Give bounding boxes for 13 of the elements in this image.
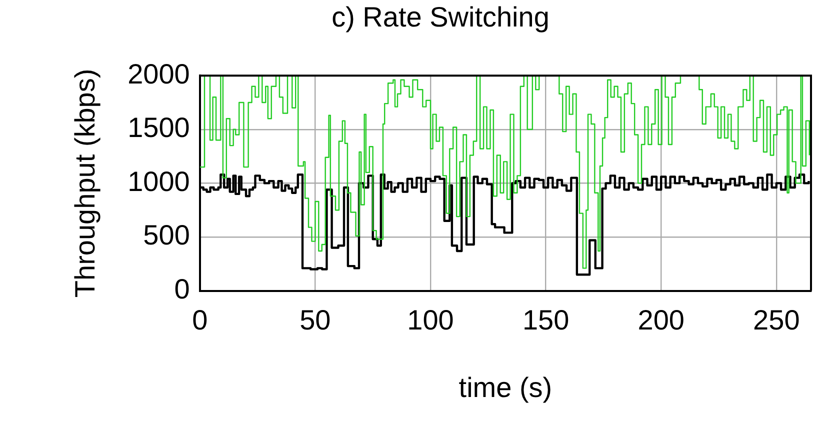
x-tick-label: 200 xyxy=(638,304,684,336)
x-tick-label: 250 xyxy=(753,304,800,336)
y-tick-label: 1000 xyxy=(128,166,190,197)
y-tick-label: 1500 xyxy=(128,112,190,144)
y-tick-label: 0 xyxy=(174,274,190,305)
x-axis-title: time (s) xyxy=(458,372,552,403)
chart-title: c) Rate Switching xyxy=(332,2,550,33)
y-tick-label: 500 xyxy=(143,220,190,251)
x-tick-label: 50 xyxy=(300,304,331,336)
y-axis-title: Throughput (kbps) xyxy=(70,68,101,298)
x-tick-label: 150 xyxy=(522,304,570,336)
x-tick-label: 100 xyxy=(407,304,454,336)
y-tick-label: 2000 xyxy=(128,58,190,90)
